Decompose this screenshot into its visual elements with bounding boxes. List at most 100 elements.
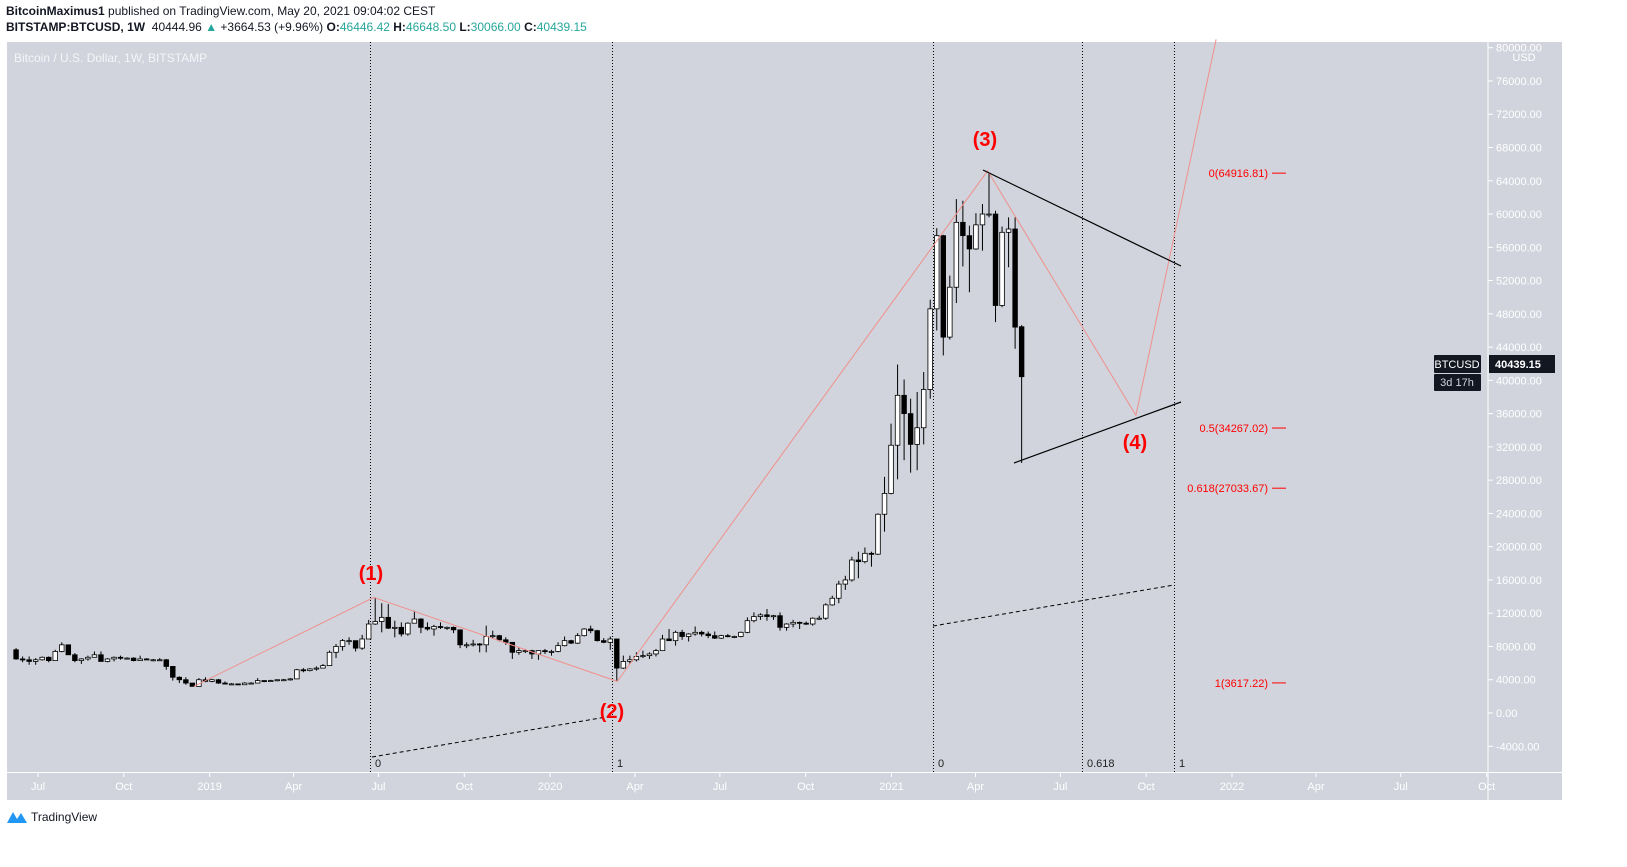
candle-up <box>790 621 796 625</box>
candle-up <box>411 618 418 624</box>
candle-up <box>731 636 738 638</box>
high-value: 46648.50 <box>405 20 456 34</box>
candle-down <box>594 630 600 642</box>
price-scale[interactable] <box>1488 42 1562 800</box>
candle-down <box>117 656 124 659</box>
candle-up <box>849 559 855 581</box>
last-price-value: 40439.15 <box>1495 359 1541 371</box>
candle-down <box>803 622 809 625</box>
candle-down <box>587 628 594 632</box>
candle-up <box>32 659 39 662</box>
x-tick-label: 2022 <box>1220 781 1244 793</box>
candle-up <box>346 640 352 643</box>
candle-down <box>222 682 228 685</box>
x-tick-label: Jul <box>1394 781 1408 793</box>
candle-up <box>91 654 98 658</box>
candle-down <box>176 676 183 681</box>
fib-time-label: 0.618 <box>1087 758 1115 770</box>
candle-down <box>26 659 32 662</box>
plot-area[interactable] <box>7 42 1488 772</box>
candle-up <box>574 635 581 644</box>
candle-up <box>59 644 65 652</box>
candle-up <box>1005 228 1012 233</box>
triangle-lower-trendline <box>1013 401 1182 464</box>
symbol-info: BITSTAMP:BTCUSD, 1W 40444.96 ▲ +3664.53 … <box>6 20 587 34</box>
tradingview-logo-icon <box>7 812 27 823</box>
x-tick-label: Oct <box>456 781 473 793</box>
candle-down <box>966 235 973 250</box>
symbol: BITSTAMP:BTCUSD, 1W <box>6 20 146 34</box>
candle-down <box>1018 326 1025 378</box>
candle-down <box>46 656 52 662</box>
candle-down <box>764 614 770 617</box>
candle-down <box>960 221 966 237</box>
candle-up <box>934 235 940 310</box>
candle-down <box>868 552 875 555</box>
candle-down <box>189 682 196 687</box>
y-tick-label: 40000.00 <box>1496 375 1542 387</box>
candle-up <box>463 644 470 647</box>
close-value: 40439.15 <box>536 20 587 34</box>
candle-down <box>19 658 26 661</box>
candle-up <box>561 640 568 647</box>
candle-up <box>470 643 476 646</box>
y-tick-label: 68000.00 <box>1496 143 1542 155</box>
candle-up <box>431 626 437 630</box>
candle-up <box>751 616 757 622</box>
candle-up <box>607 638 613 643</box>
candle-up <box>692 631 698 635</box>
candle-down <box>300 669 307 672</box>
x-tick-label: Jul <box>1053 781 1067 793</box>
candle-down <box>72 654 78 662</box>
wave-label: (3) <box>973 129 997 151</box>
candle-up <box>914 427 920 445</box>
candle-down <box>992 213 999 306</box>
candle-up <box>313 667 320 670</box>
bar-countdown-tag <box>1434 374 1481 391</box>
candle-down <box>143 658 150 661</box>
candle-down <box>712 635 718 639</box>
candle-up <box>320 665 326 669</box>
candle-up <box>816 617 822 620</box>
candle-up <box>254 680 261 684</box>
symbol-tag <box>1434 355 1481 373</box>
candle-up <box>823 604 829 619</box>
x-tick-label: Oct <box>1478 781 1495 793</box>
x-tick-label: Jul <box>371 781 385 793</box>
candle-down <box>601 640 607 643</box>
y-tick-label: 72000.00 <box>1496 109 1542 121</box>
candle-up <box>294 669 300 680</box>
fib-time-label: 0 <box>375 758 381 770</box>
low-value: 30066.00 <box>470 20 521 34</box>
candle-down <box>98 654 104 662</box>
author[interactable]: BitcoinMaximus1 <box>6 4 105 18</box>
candle-up <box>757 614 764 617</box>
elliott-wave-line <box>193 39 1217 687</box>
candle-up <box>52 651 58 662</box>
candle-down <box>503 639 509 643</box>
candle-up <box>947 286 953 338</box>
candle-up <box>372 621 378 625</box>
fib-time-label: 1 <box>1179 758 1185 770</box>
time-scale[interactable] <box>7 773 1488 800</box>
y-tick-label: 28000.00 <box>1496 475 1542 487</box>
candle-down <box>261 680 267 682</box>
x-tick-label: 2021 <box>879 781 903 793</box>
up-triangle-icon: ▲ <box>205 20 218 34</box>
candle-up <box>274 679 280 682</box>
candle-down <box>437 626 444 628</box>
candle-down <box>352 640 359 649</box>
candle-up <box>281 679 287 682</box>
wave-label: (4) <box>1123 432 1147 454</box>
tradingview-logo[interactable]: TradingView <box>6 810 97 824</box>
candle-down <box>698 631 705 635</box>
candle-up <box>640 655 646 658</box>
candle-up <box>339 640 346 647</box>
candle-up <box>405 622 411 635</box>
candle-down <box>509 641 516 653</box>
x-tick-label: 2019 <box>197 781 221 793</box>
y-tick-label: 36000.00 <box>1496 409 1542 421</box>
published-text: published on TradingView.com, May 20, 20… <box>108 4 436 18</box>
open-value: 46446.42 <box>339 20 390 34</box>
